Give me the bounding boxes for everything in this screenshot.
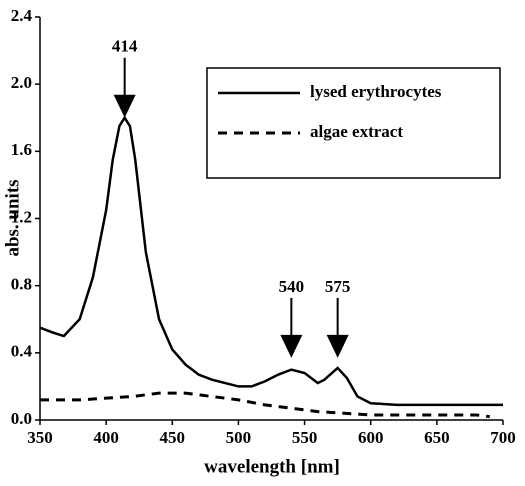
y-tick-label: 1.2 <box>11 207 32 226</box>
x-tick-label: 500 <box>226 428 252 447</box>
annotation-arrow-head <box>326 334 349 358</box>
series-line <box>40 391 490 419</box>
y-tick-label: 2.4 <box>11 6 33 25</box>
y-tick-label: 0.8 <box>11 275 32 294</box>
annotation-label: 575 <box>325 277 351 296</box>
x-tick-label: 650 <box>424 428 450 447</box>
x-tick-label: 700 <box>490 428 516 447</box>
legend-box <box>206 67 501 179</box>
y-tick-label: 2.0 <box>11 73 32 92</box>
annotation-arrow-head <box>280 334 303 358</box>
x-tick-label: 400 <box>93 428 119 447</box>
x-tick-label: 600 <box>358 428 384 447</box>
annotation-label: 414 <box>112 37 138 56</box>
y-tick-label: 1.6 <box>11 140 32 159</box>
x-tick-label: 550 <box>292 428 318 447</box>
legend-label: lysed erythrocytes <box>310 82 442 101</box>
annotation-label: 540 <box>279 277 305 296</box>
series-line <box>39 115 503 407</box>
x-axis-label: wavelength [nm] <box>204 456 340 477</box>
legend-label: algae extract <box>310 122 403 141</box>
y-axis-label: abs. units <box>2 179 23 256</box>
y-tick-label: 0.0 <box>11 409 32 428</box>
annotation-arrow-head <box>113 94 136 118</box>
y-tick-label: 0.4 <box>11 342 33 361</box>
x-tick-label: 350 <box>27 428 53 447</box>
x-tick-label: 450 <box>160 428 186 447</box>
